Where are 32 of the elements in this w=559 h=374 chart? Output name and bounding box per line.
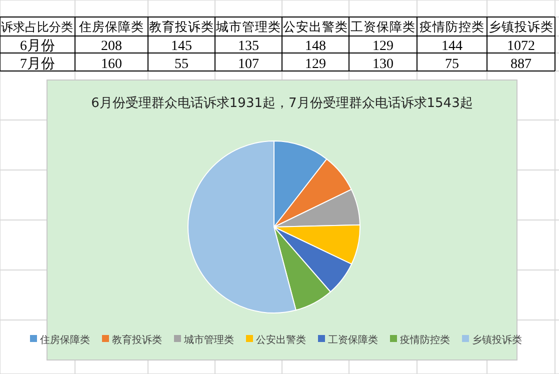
category-label: 疫情防控类 bbox=[420, 20, 484, 34]
category-label: 住房保障类 bbox=[78, 19, 144, 34]
data-label: 75 bbox=[445, 57, 459, 72]
data-label: 107 bbox=[238, 57, 259, 72]
category-label: 教育投诉类 bbox=[149, 19, 214, 34]
legend-label: 乡镇投诉类 bbox=[472, 334, 522, 346]
data-label: 1072 bbox=[507, 39, 535, 54]
data-label: 144 bbox=[442, 39, 462, 54]
data-label: 129 bbox=[372, 39, 394, 54]
data-label: 887 bbox=[510, 57, 532, 72]
text: 诉求占比分类 bbox=[1, 20, 73, 34]
data-label: 130 bbox=[372, 57, 394, 72]
category-label: 城市管理类 bbox=[215, 20, 281, 34]
data-label: 160 bbox=[101, 57, 122, 72]
legend-label: 城市管理类 bbox=[183, 334, 234, 346]
legend-label: 工资保障类 bbox=[328, 334, 378, 346]
legend-label: 住房保障类 bbox=[40, 334, 90, 346]
data-label: 148 bbox=[305, 39, 326, 54]
data-label: 129 bbox=[305, 57, 326, 72]
text: 7月份 bbox=[20, 56, 55, 72]
category-label: 公安出警类 bbox=[283, 19, 348, 34]
text: 6月份 bbox=[20, 38, 55, 54]
category-label: 乡镇投诉类 bbox=[488, 20, 554, 34]
legend-label: 疫情防控类 bbox=[400, 334, 450, 346]
legend-label: 公安出警类 bbox=[256, 334, 306, 346]
chart-title: 6月份受理群众电话诉求1931起，7月份受理群众电话诉求1543起 bbox=[91, 96, 473, 111]
data-label: 145 bbox=[171, 39, 192, 54]
category-label: 工资保障类 bbox=[350, 20, 416, 34]
data-label: 208 bbox=[101, 39, 122, 54]
data-label: 55 bbox=[174, 57, 188, 72]
legend-label: 教育投诉类 bbox=[112, 334, 162, 346]
data-label: 135 bbox=[238, 39, 259, 54]
